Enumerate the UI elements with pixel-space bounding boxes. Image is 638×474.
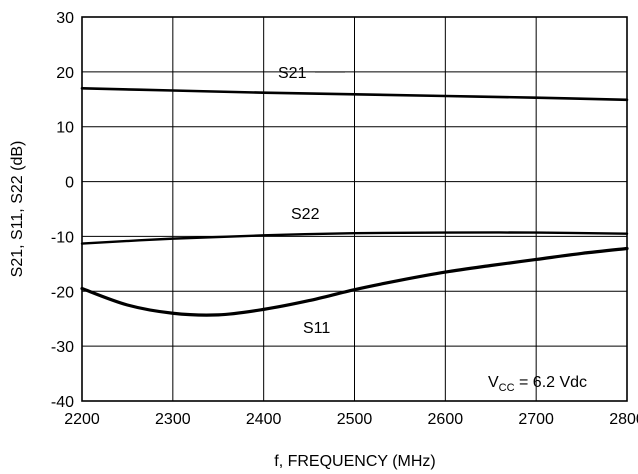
series-line-s21 (80, 87, 629, 102)
x-tick-label: 2700 (518, 411, 554, 428)
x-tick-label: 2600 (428, 411, 464, 428)
y-tick-label: -40 (51, 394, 74, 411)
series-label-s11: S11 (303, 320, 330, 337)
series-label-s22: S22 (291, 206, 320, 223)
x-axis-label: f, FREQUENCY (MHz) (274, 453, 435, 470)
grid (82, 17, 627, 401)
y-tick-label: 30 (56, 10, 74, 27)
vcc-annotation: VCC = 6.2 Vdc (488, 374, 587, 394)
series-line-s22 (80, 231, 629, 245)
x-tick-label: 2400 (246, 411, 282, 428)
y-tick-label: -10 (51, 229, 74, 246)
series-label-s21: S21 (278, 65, 307, 82)
x-tick-label: 2200 (64, 411, 100, 428)
y-tick-labels: -40 -30 -20 -10 0 10 20 30 (51, 10, 74, 411)
y-tick-label: 20 (56, 65, 74, 82)
y-tick-label: 10 (56, 120, 74, 137)
x-tick-label: 2500 (337, 411, 373, 428)
plot-frame (81, 16, 628, 402)
y-tick-label: -20 (51, 284, 74, 301)
x-tick-label: 2800 (609, 411, 638, 428)
y-tick-label: 0 (65, 175, 74, 192)
series-lines (80, 87, 629, 317)
y-tick-label: -30 (51, 339, 74, 356)
y-axis-label: S21, S11, S22 (dB) (9, 141, 26, 278)
x-tick-labels: 2200 2300 2400 2500 2600 2700 2800 (64, 411, 638, 428)
x-tick-label: 2300 (155, 411, 191, 428)
series-line-s11 (80, 246, 629, 317)
